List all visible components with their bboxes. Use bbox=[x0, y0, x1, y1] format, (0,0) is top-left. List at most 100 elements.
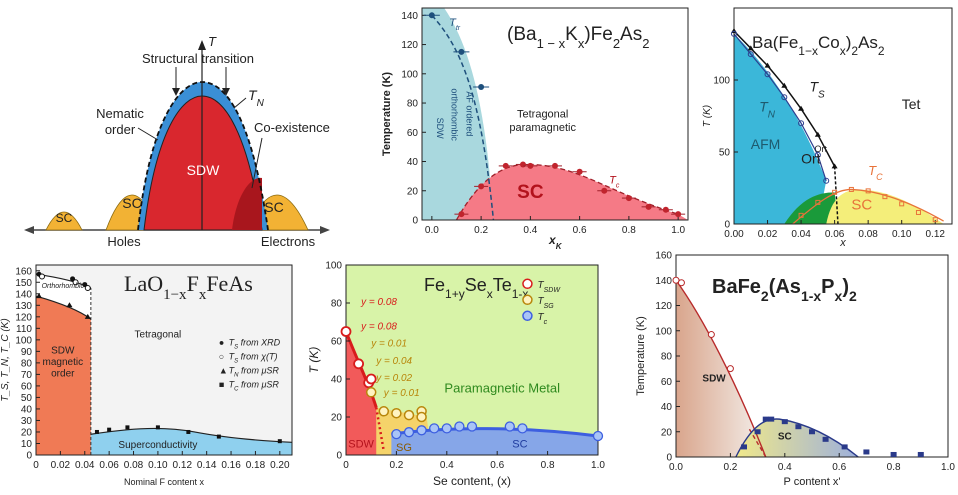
lao-title-part: F bbox=[187, 271, 199, 296]
x-tick-label: 0.0 bbox=[425, 225, 439, 236]
y-axis-label: T (K) bbox=[307, 347, 321, 374]
tc-point bbox=[662, 206, 669, 213]
ba-k-phase-diagram: 0.0 0.2 0.4 0.6 0.8 1.0 0 20 40 60 80 100 120 140 (Ba1… bbox=[381, 7, 689, 250]
x-axis-label: Se content, (x) bbox=[433, 474, 511, 488]
bafep-title-part: 1-x bbox=[801, 288, 821, 304]
tc-point bbox=[601, 187, 608, 194]
tn-point bbox=[823, 177, 830, 184]
ts-label: TS bbox=[809, 79, 825, 101]
x-tick-label: 0.08 bbox=[858, 229, 878, 240]
tc-line bbox=[792, 188, 944, 225]
tc-point bbox=[754, 429, 761, 435]
tc-point bbox=[917, 451, 924, 457]
superconductivity-label: Superconductivity bbox=[118, 440, 197, 451]
tc-point bbox=[890, 451, 897, 457]
tn-label: TN bbox=[759, 99, 776, 121]
tn-point bbox=[84, 313, 91, 319]
legend-symbol: ■ bbox=[219, 380, 224, 390]
tc-point bbox=[848, 186, 854, 192]
legend-entry-part: N bbox=[234, 373, 239, 379]
legend-marker bbox=[522, 294, 533, 306]
y-tick-label: 100 bbox=[15, 335, 32, 346]
bak-title-part: 1 − x bbox=[537, 36, 566, 51]
tsdw-dotted bbox=[375, 407, 386, 452]
legend-marker bbox=[522, 278, 533, 290]
y-tick-label: 30 bbox=[21, 416, 33, 427]
tc-point bbox=[741, 444, 747, 450]
tn-point bbox=[66, 302, 73, 308]
x-tick-label: 1.0 bbox=[671, 225, 685, 236]
tsg-point bbox=[403, 409, 415, 421]
tn-point bbox=[677, 279, 685, 287]
x-tick-label: 0.8 bbox=[622, 225, 636, 236]
legend-entry: TC from μSR bbox=[229, 380, 280, 393]
x-axis-label: Nominal F content x bbox=[124, 477, 205, 487]
bak-title-part: (Ba bbox=[507, 24, 537, 45]
y-tick-label: 140 bbox=[655, 276, 672, 287]
tc-line bbox=[90, 427, 293, 443]
tc-label-part: C bbox=[876, 172, 883, 182]
x-tick-label: 0.06 bbox=[825, 229, 845, 240]
bak-title-part: 2 bbox=[613, 36, 620, 51]
legend-entry-part: T bbox=[538, 296, 545, 307]
ba-co-phase-diagram: 0.00 0.02 0.04 0.06 0.08 0.10 0.12 0 50 100 Ba(Fe1… bbox=[702, 7, 953, 249]
paramagnetic-label: Paramagnetic Metal bbox=[444, 380, 560, 395]
y-tick-label: 60 bbox=[21, 381, 33, 392]
baco-title-part: x bbox=[840, 44, 846, 58]
tc-point bbox=[441, 423, 452, 434]
sc-region bbox=[456, 164, 688, 220]
tsdw-point bbox=[353, 358, 364, 370]
tn-point bbox=[814, 151, 821, 158]
x-tick-label: 0.04 bbox=[791, 229, 811, 240]
tn-point bbox=[798, 120, 805, 127]
y-value-label: y = 0.08 bbox=[360, 322, 397, 333]
ts-point bbox=[798, 105, 805, 111]
ort-label: Ort bbox=[801, 151, 821, 167]
baco-title: Ba(Fe1−xCox)2As2 bbox=[752, 33, 885, 58]
tc-point bbox=[882, 194, 888, 200]
legend-entry: TS from χ(T) bbox=[229, 352, 278, 365]
y-tick-label: 120 bbox=[655, 301, 672, 312]
ortho-region bbox=[36, 274, 91, 320]
tc-label-part: T bbox=[609, 174, 617, 186]
plot-frame bbox=[421, 7, 689, 221]
tsg-point bbox=[378, 406, 390, 417]
tn-point bbox=[731, 30, 737, 37]
ts-chi-point bbox=[72, 279, 79, 286]
legend-entry-part: S bbox=[234, 359, 238, 365]
x-tick-label: 0.00 bbox=[724, 229, 744, 240]
structural-arrow-left-head bbox=[172, 88, 180, 96]
y-tick-label: 0 bbox=[336, 451, 342, 462]
baco-title-part: Ba(Fe bbox=[752, 33, 798, 52]
tn-label-part: T bbox=[248, 87, 258, 103]
tet-label: Tet bbox=[902, 96, 921, 112]
y-tick-label: 70 bbox=[21, 370, 33, 381]
sdw-label-3: order bbox=[51, 369, 75, 380]
y-tick-label: 50 bbox=[719, 148, 731, 159]
tc-point bbox=[155, 425, 160, 430]
tc-point bbox=[798, 212, 804, 218]
bafep-title-part: ) bbox=[842, 276, 849, 298]
legend-symbol: ○ bbox=[219, 352, 224, 362]
tc-point bbox=[625, 195, 632, 202]
x-tick-label: 0.6 bbox=[573, 225, 587, 236]
plot-frame bbox=[345, 264, 599, 456]
tc-point bbox=[458, 211, 465, 218]
tn-point bbox=[781, 94, 788, 101]
ttr-point bbox=[458, 48, 465, 55]
tc-point bbox=[768, 416, 775, 422]
t-axis-arrow-icon bbox=[198, 40, 206, 50]
bafe-p-phase-diagram: 0.0 0.2 0.4 0.6 0.8 1.0 0 20 40 60 80 100 120 140 160 B… bbox=[635, 251, 955, 489]
tc-point bbox=[781, 419, 788, 425]
fest-title-part: Fe bbox=[424, 275, 445, 295]
tetragonal-label-2: paramagnetic bbox=[509, 122, 576, 134]
ts-chi-point bbox=[84, 285, 91, 292]
sc-region bbox=[90, 428, 292, 455]
tn-line bbox=[733, 33, 827, 181]
y-tick-label: 100 bbox=[655, 326, 672, 337]
y-tick-label: 60 bbox=[331, 337, 343, 348]
x-tick-label: 0.8 bbox=[887, 462, 901, 473]
ts-point bbox=[747, 45, 754, 51]
bafep-title-part: P bbox=[821, 276, 834, 298]
